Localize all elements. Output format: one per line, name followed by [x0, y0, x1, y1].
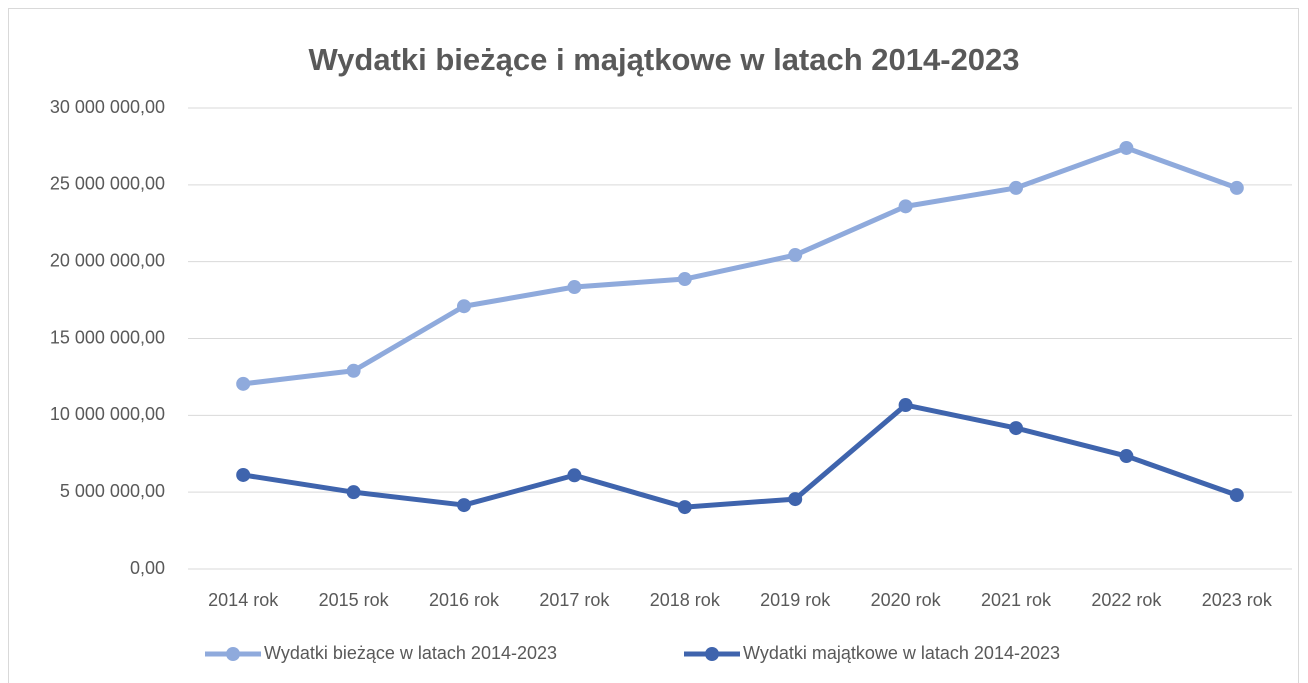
x-tick-label: 2014 rok	[208, 590, 279, 610]
data-point	[1009, 180, 1023, 195]
x-tick-label: 2017 rok	[539, 590, 610, 610]
legend-label: Wydatki majątkowe w latach 2014-2023	[743, 643, 1060, 663]
data-point	[1119, 140, 1134, 155]
data-point	[346, 363, 361, 378]
series-line	[240, 145, 1240, 387]
data-point	[1119, 449, 1134, 464]
x-tick-label: 2020 rok	[871, 590, 942, 610]
y-tick-label: 30 000 000,00	[50, 97, 165, 117]
data-point	[1229, 180, 1244, 195]
legend-marker	[705, 647, 719, 661]
data-point	[236, 376, 251, 391]
data-point	[346, 485, 361, 500]
y-tick-label: 20 000 000,00	[50, 250, 165, 270]
x-tick-label: 2019 rok	[760, 590, 831, 610]
data-point	[1009, 421, 1023, 436]
data-point	[898, 199, 913, 214]
y-tick-label: 15 000 000,00	[50, 327, 165, 347]
data-point	[567, 280, 582, 295]
x-tick-label: 2016 rok	[429, 590, 500, 610]
y-tick-label: 25 000 000,00	[50, 174, 165, 194]
y-tick-label: 0,00	[130, 558, 165, 578]
y-tick-label: 10 000 000,00	[50, 404, 165, 424]
data-point	[457, 498, 471, 513]
data-point	[457, 299, 471, 314]
x-tick-label: 2022 rok	[1091, 590, 1162, 610]
legend-marker	[226, 647, 240, 661]
y-tick-label: 5 000 000,00	[60, 481, 165, 501]
data-point	[567, 468, 582, 483]
data-point	[677, 272, 692, 287]
legend-label: Wydatki bieżące w latach 2014-2023	[264, 643, 557, 663]
data-point	[898, 398, 913, 413]
x-tick-label: 2018 rok	[650, 590, 721, 610]
data-point	[788, 248, 803, 263]
data-point	[677, 500, 692, 515]
data-point	[788, 492, 803, 507]
chart-title: Wydatki bieżące i majątkowe w latach 201…	[308, 42, 1019, 77]
data-point	[236, 467, 251, 482]
x-tick-label: 2021 rok	[981, 590, 1052, 610]
x-tick-label: 2023 rok	[1202, 590, 1273, 610]
x-tick-label: 2015 rok	[319, 590, 390, 610]
chart-border	[8, 8, 1299, 683]
data-point	[1229, 488, 1244, 503]
series-line	[240, 402, 1240, 510]
